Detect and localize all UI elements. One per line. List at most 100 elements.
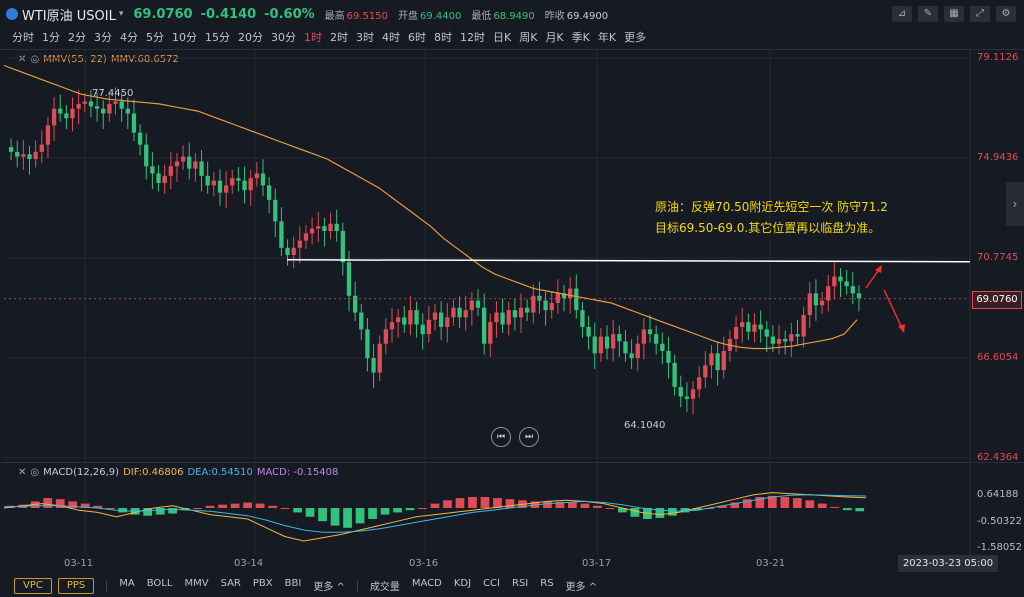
period-tab[interactable]: 1时 [304,31,322,44]
candle-body [475,300,481,308]
period-tab[interactable]: 分时 [12,31,34,44]
indicator-option[interactable]: BOLL [146,578,173,589]
settings-icon[interactable]: ⚙ [996,6,1016,22]
macd-tick-label: -1.58052 [977,542,1022,553]
eye-icon[interactable]: ◎ [30,467,40,478]
stat-label: 开盘 [398,10,419,22]
symbol-name[interactable]: WTI原油 USOIL [22,8,116,24]
period-tab[interactable]: 更多 [624,31,647,44]
candle-body [8,147,14,152]
macd-bar [380,508,390,515]
macd-bar [755,497,765,508]
period-tab[interactable]: 10分 [172,31,197,44]
candle-body [783,338,788,342]
candle-body [395,317,401,323]
period-tab[interactable]: 2时 [330,31,348,44]
macd-bar [405,508,415,511]
period-tab[interactable]: 5分 [146,31,164,44]
indicator-option[interactable]: KDJ [453,578,472,589]
period-tab[interactable]: 8时 [434,31,452,44]
candle-body [525,307,530,313]
close-icon[interactable]: ✕ [18,54,27,65]
candle-body [328,223,333,232]
candle-body [801,314,806,337]
indicator-option[interactable]: SAR [220,578,241,589]
stat-value: 68.9490 [493,10,535,22]
indicator-option[interactable]: RS [540,578,554,589]
chevron-down-icon[interactable]: ▾ [118,9,124,19]
candle-body [512,310,518,318]
scroll-right-button[interactable]: ⏭ [519,427,539,447]
candle-body [316,226,321,229]
macd-bar [730,502,740,508]
period-tab[interactable]: 12时 [460,31,485,44]
vpc-button[interactable]: VPC [14,577,52,594]
scroll-left-button[interactable]: ⏮ [491,427,511,447]
line-tool-icon[interactable]: ⊿ [892,6,912,22]
candle-body [813,293,819,306]
close-icon[interactable]: ✕ [18,467,27,478]
candle-body [500,312,505,325]
candle-body [297,240,302,248]
indicator-option[interactable]: CCI [483,578,500,589]
indicator-option[interactable]: MMV [184,578,209,589]
macd-bar [93,505,103,508]
candle-body [844,281,849,287]
period-tab[interactable]: 30分 [271,31,296,44]
period-tab[interactable]: 4时 [382,31,400,44]
indicator-option[interactable]: 成交量 [369,582,400,593]
candle-body [27,154,32,160]
candle-body [39,144,44,152]
candle-body [574,288,579,311]
macd-bar [343,508,352,528]
pps-button[interactable]: PPS [57,577,95,594]
indicator-option[interactable]: MA [119,578,135,589]
macd-name: MACD(12,26,9) [43,467,120,478]
period-tab[interactable]: 日K [493,31,512,44]
macd-bar [568,502,577,508]
candle-body [623,341,628,354]
period-tab[interactable]: 周K [519,31,538,44]
symbol-logo-icon [6,8,18,20]
period-tab[interactable]: 1分 [42,31,60,44]
period-tab[interactable]: 季K [571,31,590,44]
macd-bar [68,501,78,508]
indicator-option[interactable]: PBX [252,578,273,589]
side-panel-toggle[interactable]: › [1006,182,1024,226]
candle-body [291,247,296,255]
period-tab[interactable]: 15分 [205,31,230,44]
indicator-option[interactable]: 更多 ^ [313,582,345,593]
indicator-option[interactable]: MACD [411,578,442,589]
annotation-line-1: 原油：反弹70.50附近先短空一次 防守71.2 [655,200,888,214]
candle-body [795,334,800,337]
candle-body [230,178,235,186]
indicator-option[interactable]: BBI [284,578,302,589]
candle-body [672,362,677,387]
indicator-option[interactable]: RSI [512,578,529,589]
period-tab[interactable]: 20分 [238,31,263,44]
pen-icon[interactable]: ✎ [918,6,938,22]
layout-icon[interactable]: ▦ [944,6,964,22]
candle-body [451,307,456,318]
macd-bar [830,506,840,508]
macd-bar [393,508,402,513]
expand-icon[interactable]: ⤢ [970,6,990,22]
period-tab[interactable]: 4分 [120,31,138,44]
candle-body [690,389,696,399]
period-tab[interactable]: 3时 [356,31,374,44]
candle-body [168,166,173,176]
date-tick-label: 03-14 [234,558,264,569]
period-tab[interactable]: 3分 [94,31,112,44]
candle-body [303,233,309,241]
eye-icon[interactable]: ◎ [30,54,40,65]
period-tab[interactable]: 月K [545,31,564,44]
period-tab[interactable]: 6时 [408,31,426,44]
macd-bar [230,503,240,508]
indicator-option[interactable]: 更多 ^ [565,582,598,593]
period-tab[interactable]: 年K [597,31,617,44]
stat-label: 昨收 [544,10,565,22]
period-tab[interactable]: 2分 [68,31,86,44]
candle-body [518,307,524,318]
candle-body [144,144,149,167]
